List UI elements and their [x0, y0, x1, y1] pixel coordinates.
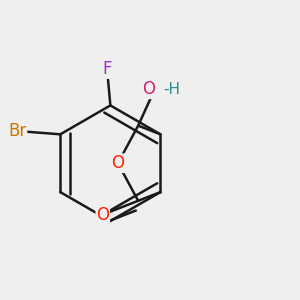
Text: F: F	[102, 60, 112, 78]
Text: -H: -H	[163, 82, 180, 97]
Text: O: O	[111, 154, 124, 172]
Text: O: O	[96, 206, 109, 224]
Text: O: O	[142, 80, 155, 98]
Text: Br: Br	[8, 122, 26, 140]
